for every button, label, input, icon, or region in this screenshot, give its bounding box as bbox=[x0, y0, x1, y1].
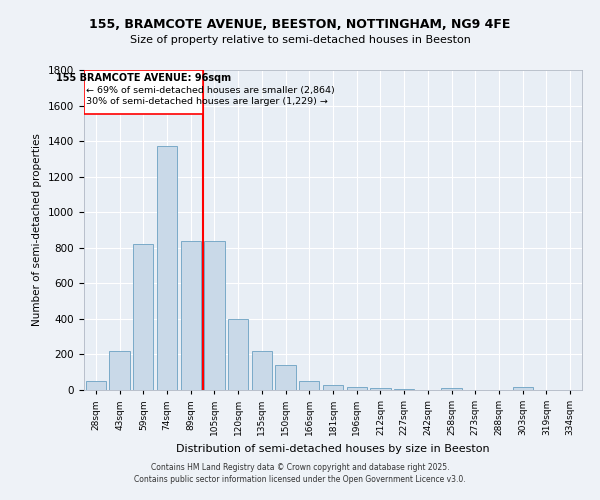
Bar bbox=[347, 388, 367, 390]
Bar bbox=[181, 240, 201, 390]
Bar bbox=[133, 244, 154, 390]
Bar bbox=[205, 240, 224, 390]
Text: ← 69% of semi-detached houses are smaller (2,864): ← 69% of semi-detached houses are smalle… bbox=[86, 86, 335, 95]
Bar bbox=[370, 388, 391, 390]
Bar bbox=[109, 351, 130, 390]
Bar bbox=[299, 381, 319, 390]
Text: 155, BRAMCOTE AVENUE, BEESTON, NOTTINGHAM, NG9 4FE: 155, BRAMCOTE AVENUE, BEESTON, NOTTINGHA… bbox=[89, 18, 511, 30]
Bar bbox=[86, 381, 106, 390]
Bar bbox=[252, 351, 272, 390]
Y-axis label: Number of semi-detached properties: Number of semi-detached properties bbox=[32, 134, 43, 326]
Bar bbox=[228, 319, 248, 390]
FancyBboxPatch shape bbox=[84, 70, 203, 114]
Bar bbox=[157, 146, 177, 390]
Text: Contains HM Land Registry data © Crown copyright and database right 2025.: Contains HM Land Registry data © Crown c… bbox=[151, 462, 449, 471]
Text: Contains public sector information licensed under the Open Government Licence v3: Contains public sector information licen… bbox=[134, 475, 466, 484]
Bar bbox=[442, 388, 461, 390]
Bar bbox=[394, 389, 414, 390]
Text: Size of property relative to semi-detached houses in Beeston: Size of property relative to semi-detach… bbox=[130, 35, 470, 45]
X-axis label: Distribution of semi-detached houses by size in Beeston: Distribution of semi-detached houses by … bbox=[176, 444, 490, 454]
Bar bbox=[323, 384, 343, 390]
Text: 155 BRAMCOTE AVENUE: 96sqm: 155 BRAMCOTE AVENUE: 96sqm bbox=[56, 73, 231, 83]
Bar bbox=[275, 365, 296, 390]
Text: 30% of semi-detached houses are larger (1,229) →: 30% of semi-detached houses are larger (… bbox=[86, 98, 328, 106]
Bar bbox=[512, 388, 533, 390]
